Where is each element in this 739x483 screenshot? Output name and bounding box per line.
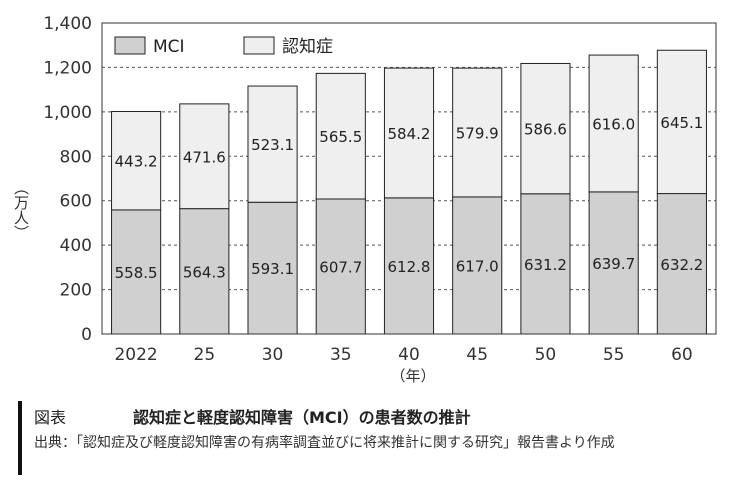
data-label: 631.2 [524, 256, 567, 274]
data-label: 607.7 [319, 259, 362, 277]
x-tick-label: 45 [466, 345, 488, 365]
y-tick-label: 200 [60, 281, 92, 301]
bar-segment-dementia [247, 85, 298, 203]
data-label: 593.1 [251, 260, 294, 278]
bar-segment-dementia [111, 110, 162, 211]
plot-frame [101, 22, 717, 335]
bar-segment-dementia [656, 49, 707, 195]
bar-segment-mci [247, 201, 298, 335]
x-tick-label: 30 [262, 345, 284, 365]
caption-accent-bar [18, 401, 22, 475]
legend-swatch [114, 36, 146, 55]
x-tick-label: 25 [194, 345, 216, 365]
legend-label: MCI [153, 37, 185, 57]
data-label: 579.9 [456, 125, 499, 143]
x-tick-label: 35 [330, 345, 352, 365]
data-label: 558.5 [115, 264, 158, 282]
x-tick-label: 55 [603, 345, 625, 365]
data-label: 564.3 [183, 263, 226, 281]
data-label: 632.2 [660, 256, 703, 274]
bar-segment-dementia [452, 67, 503, 198]
data-label: 584.2 [388, 125, 431, 143]
data-label: 639.7 [592, 255, 635, 273]
y-axis-label: （万人） [12, 180, 30, 240]
x-tick-label: 60 [671, 345, 693, 365]
caption-label: 図表 [34, 408, 67, 427]
bar-segment-mci [179, 208, 230, 335]
data-label: 523.1 [251, 136, 294, 154]
bar-segment-mci [452, 196, 503, 335]
legend: MCI 認知症 [114, 36, 333, 57]
x-tick-label: 2022 [114, 345, 157, 365]
bar-segment-dementia [520, 62, 571, 195]
source-note: 出典：「認知症及び軽度認知障害の有病率調査並びに将来推計に関する研究」報告書より… [34, 435, 615, 451]
axes [101, 22, 717, 335]
x-tick-labels: 2022 25 30 35 40 45 50 55 60 [114, 345, 692, 365]
data-label: 471.6 [183, 148, 226, 166]
legend-label: 認知症 [282, 37, 333, 57]
bar-segment-mci [656, 193, 707, 335]
x-axis-label: （年） [390, 367, 435, 385]
y-tick-label: 0 [81, 325, 92, 345]
bar-segment-mci [588, 191, 639, 335]
y-tick-label: 1,400 [43, 14, 92, 34]
bar-segment-dementia [383, 67, 435, 199]
data-label: 617.0 [456, 257, 499, 275]
data-label: 612.8 [388, 258, 431, 276]
bars: 558.5 443.2 564.3 471.6 593.1 523.1 607.7 565.5… [111, 49, 707, 335]
y-tick-label: 1,200 [43, 58, 92, 78]
bar-segment-dementia [588, 54, 639, 193]
data-label: 443.2 [115, 153, 158, 171]
y-tick-label: 600 [60, 192, 92, 212]
data-label: 616.0 [592, 115, 635, 133]
x-tick-label: 40 [398, 345, 420, 365]
data-label: 586.6 [524, 121, 567, 139]
x-tick-label: 50 [535, 345, 557, 365]
bar-chart: 558.5 443.2 564.3 471.6 593.1 523.1 607.7 565.5… [12, 14, 717, 385]
bar-segment-dementia [179, 103, 230, 210]
y-tick-label: 400 [60, 236, 92, 256]
y-tick-labels: 0 200 400 600 800 1,000 1,200 1,400 [43, 14, 92, 345]
bar-segment-mci [315, 198, 366, 335]
data-label: 565.5 [319, 128, 362, 146]
chart-title: 認知症と軽度認知障害（MCI）の患者数の推計 [133, 408, 471, 427]
data-label: 645.1 [660, 114, 703, 132]
bar-segment-mci [520, 193, 571, 335]
y-tick-label: 800 [60, 147, 92, 167]
legend-swatch [243, 36, 275, 55]
y-tick-label: 1,000 [43, 103, 92, 123]
bar-segment-dementia [315, 72, 366, 200]
